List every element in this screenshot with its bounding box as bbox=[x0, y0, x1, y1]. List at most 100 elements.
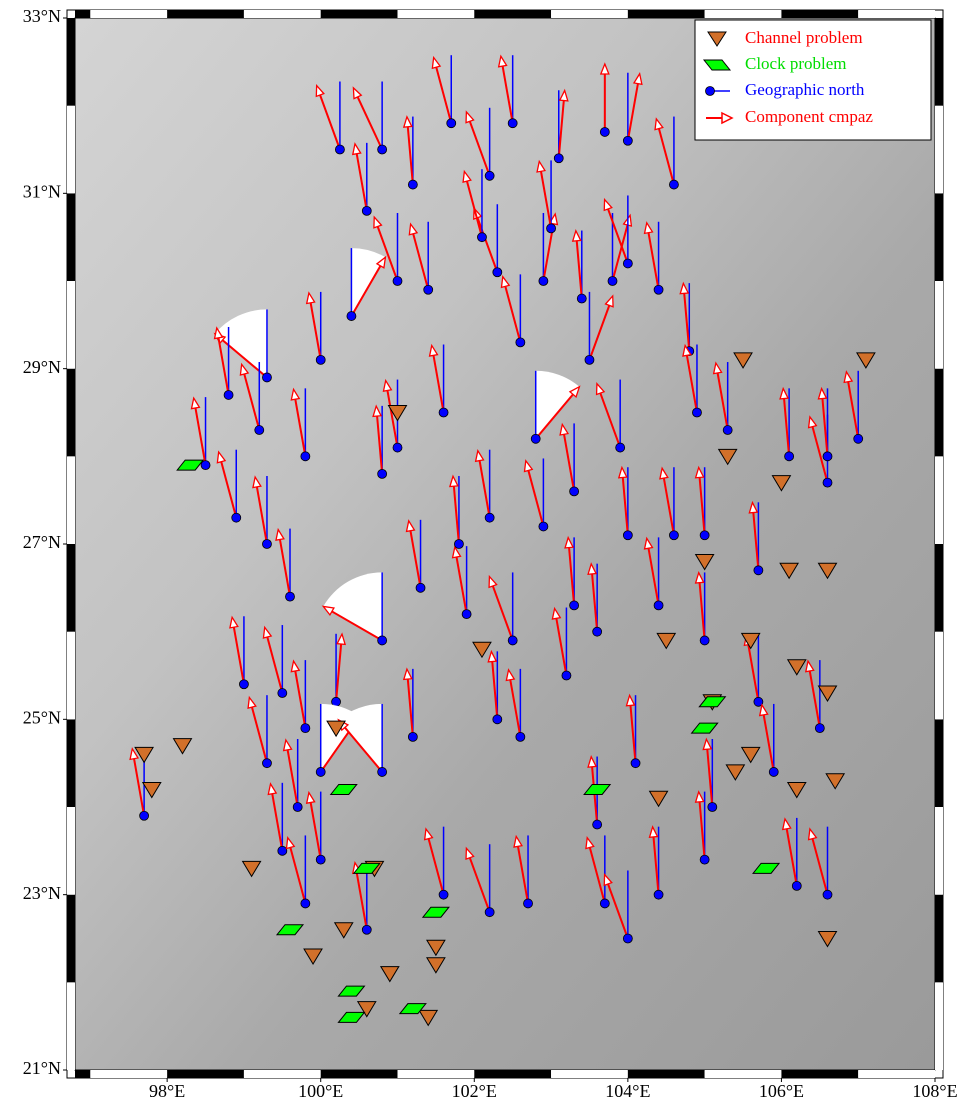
station bbox=[600, 127, 609, 136]
station bbox=[454, 540, 463, 549]
station bbox=[316, 355, 325, 364]
station bbox=[301, 452, 310, 461]
frame-segment bbox=[705, 10, 782, 18]
station bbox=[493, 268, 502, 277]
legend-label: Clock problem bbox=[745, 54, 847, 73]
station bbox=[439, 408, 448, 417]
station bbox=[593, 627, 602, 636]
station bbox=[278, 689, 287, 698]
frame-segment bbox=[75, 1070, 90, 1078]
frame-segment bbox=[90, 1070, 167, 1078]
station bbox=[301, 724, 310, 733]
frame-segment bbox=[474, 10, 551, 18]
station bbox=[815, 724, 824, 733]
frame-segment bbox=[67, 193, 75, 281]
frame-segment bbox=[935, 982, 943, 1070]
frame-segment bbox=[67, 544, 75, 632]
terrain bbox=[75, 18, 935, 1070]
frame-segment bbox=[67, 982, 75, 1070]
station bbox=[524, 899, 533, 908]
frame-segment bbox=[935, 369, 943, 457]
station bbox=[485, 171, 494, 180]
legend: Channel problem Clock problem Geographic… bbox=[695, 20, 931, 140]
station bbox=[669, 180, 678, 189]
x-tick-label: 98°E bbox=[149, 1081, 185, 1101]
legend-label: Geographic north bbox=[745, 80, 865, 99]
station bbox=[593, 820, 602, 829]
legend-label: Channel problem bbox=[745, 28, 863, 47]
station bbox=[262, 540, 271, 549]
station bbox=[823, 478, 832, 487]
frame-segment bbox=[67, 719, 75, 807]
station bbox=[485, 513, 494, 522]
frame-segment bbox=[67, 456, 75, 544]
station bbox=[378, 145, 387, 154]
map: 98°E100°E102°E104°E106°E108°E21°N23°N25°… bbox=[0, 0, 972, 1106]
station bbox=[577, 294, 586, 303]
station bbox=[424, 285, 433, 294]
frame-segment bbox=[628, 10, 705, 18]
station bbox=[539, 277, 548, 286]
station bbox=[623, 259, 632, 268]
station bbox=[608, 277, 617, 286]
station bbox=[232, 513, 241, 522]
station bbox=[754, 566, 763, 575]
frame-segment bbox=[398, 10, 475, 18]
station bbox=[393, 277, 402, 286]
frame-segment bbox=[90, 10, 167, 18]
frame-segment bbox=[321, 10, 398, 18]
station bbox=[262, 373, 271, 382]
station bbox=[286, 592, 295, 601]
frame-segment bbox=[398, 1070, 475, 1078]
station bbox=[623, 136, 632, 145]
station bbox=[585, 355, 594, 364]
station bbox=[692, 408, 701, 417]
y-tick-label: 27°N bbox=[23, 532, 61, 552]
station bbox=[700, 636, 709, 645]
station bbox=[262, 759, 271, 768]
station bbox=[378, 767, 387, 776]
frame-segment bbox=[167, 10, 244, 18]
station bbox=[140, 811, 149, 820]
station bbox=[700, 855, 709, 864]
station bbox=[792, 881, 801, 890]
station bbox=[570, 487, 579, 496]
station bbox=[669, 531, 678, 540]
station bbox=[301, 899, 310, 908]
frame-segment bbox=[935, 281, 943, 369]
frame-segment bbox=[75, 10, 90, 18]
station bbox=[316, 767, 325, 776]
y-tick-label: 21°N bbox=[23, 1058, 61, 1078]
frame-segment bbox=[67, 895, 75, 983]
frame-segment bbox=[551, 10, 628, 18]
station bbox=[854, 434, 863, 443]
frame-segment bbox=[935, 18, 943, 106]
station bbox=[723, 426, 732, 435]
station bbox=[393, 443, 402, 452]
frame-segment bbox=[935, 106, 943, 194]
station bbox=[562, 671, 571, 680]
station bbox=[362, 206, 371, 215]
frame-segment bbox=[935, 456, 943, 544]
station bbox=[616, 443, 625, 452]
station bbox=[316, 855, 325, 864]
station bbox=[255, 426, 264, 435]
x-tick-label: 106°E bbox=[759, 1081, 804, 1101]
frame-segment bbox=[858, 1070, 935, 1078]
station bbox=[439, 890, 448, 899]
x-tick-label: 100°E bbox=[298, 1081, 343, 1101]
station bbox=[516, 732, 525, 741]
station bbox=[493, 715, 502, 724]
y-tick-label: 25°N bbox=[23, 707, 61, 727]
x-tick-label: 108°E bbox=[912, 1081, 957, 1101]
y-tick-label: 23°N bbox=[23, 883, 61, 903]
station bbox=[416, 583, 425, 592]
frame-segment bbox=[935, 544, 943, 632]
legend-dot bbox=[706, 87, 715, 96]
station bbox=[539, 522, 548, 531]
station bbox=[462, 610, 471, 619]
frame-segment bbox=[551, 1070, 628, 1078]
station bbox=[378, 636, 387, 645]
station bbox=[823, 452, 832, 461]
frame-segment bbox=[935, 719, 943, 807]
